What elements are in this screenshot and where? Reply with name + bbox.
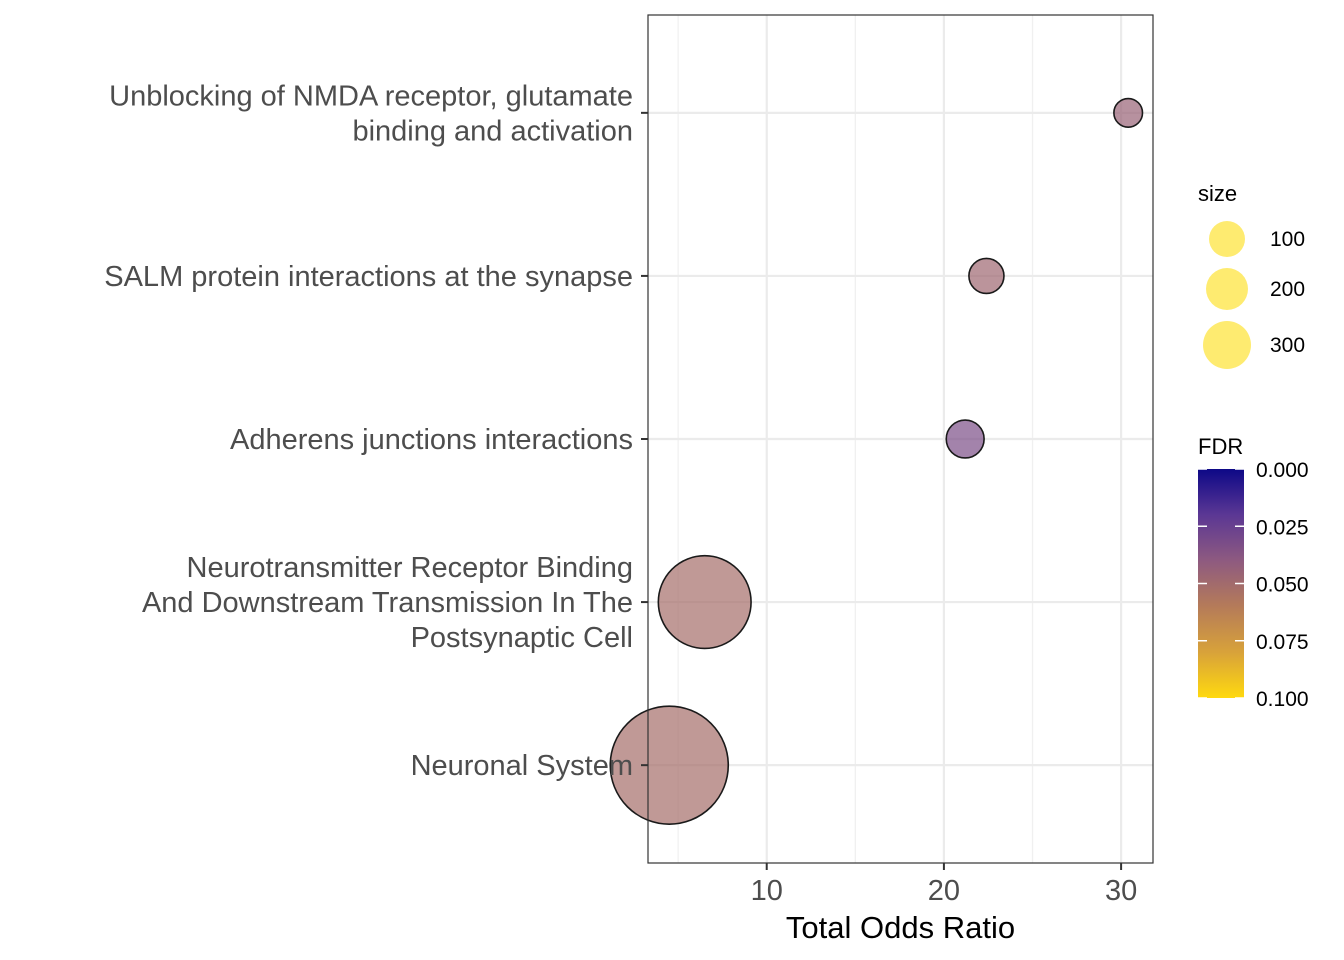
data-point — [945, 419, 985, 459]
data-points — [609, 97, 1144, 825]
size-legend-label: 300 — [1270, 334, 1305, 357]
y-tick-label: Neurotransmitter Receptor Binding And Dow… — [142, 552, 633, 654]
fdr-legend-label: 0.050 — [1256, 574, 1309, 597]
fdr-legend-label: 0.025 — [1256, 516, 1309, 539]
data-point — [657, 554, 752, 650]
size-legend-key — [1206, 268, 1248, 310]
x-tick-label: 10 — [751, 875, 783, 907]
y-tick-label: Neuronal System — [411, 750, 633, 782]
y-tick-label: Unblocking of NMDA receptor, glutamate bi… — [109, 80, 633, 147]
data-point — [1113, 97, 1144, 128]
fdr-legend: FDR 0.000 0.025 0.050 0.075 0.100 — [1198, 434, 1309, 711]
fdr-legend-label: 0.000 — [1256, 459, 1309, 482]
x-axis-title: Total Odds Ratio — [786, 910, 1015, 945]
fdr-legend-title: FDR — [1198, 434, 1243, 459]
data-point — [609, 705, 730, 825]
y-tick-label: Adherens junctions interactions — [230, 424, 633, 456]
y-axis: Neuronal System Neurotransmitter Receptor… — [104, 80, 648, 782]
x-tick-label: 20 — [928, 875, 960, 907]
y-tick-label: SALM protein interactions at the synapse — [104, 261, 633, 293]
data-point — [968, 257, 1005, 295]
size-legend-key — [1203, 321, 1251, 369]
fdr-legend-label: 0.100 — [1256, 688, 1309, 711]
size-legend-label: 200 — [1270, 278, 1305, 301]
size-legend-key — [1209, 221, 1245, 257]
x-tick-label: 30 — [1105, 875, 1137, 907]
fdr-legend-label: 0.075 — [1256, 631, 1309, 654]
size-legend-label: 100 — [1270, 228, 1305, 251]
x-axis: 10 20 30 — [751, 863, 1137, 907]
size-legend: size 100 200 300 — [1198, 181, 1305, 369]
size-legend-title: size — [1198, 181, 1237, 206]
grid — [648, 15, 1153, 863]
